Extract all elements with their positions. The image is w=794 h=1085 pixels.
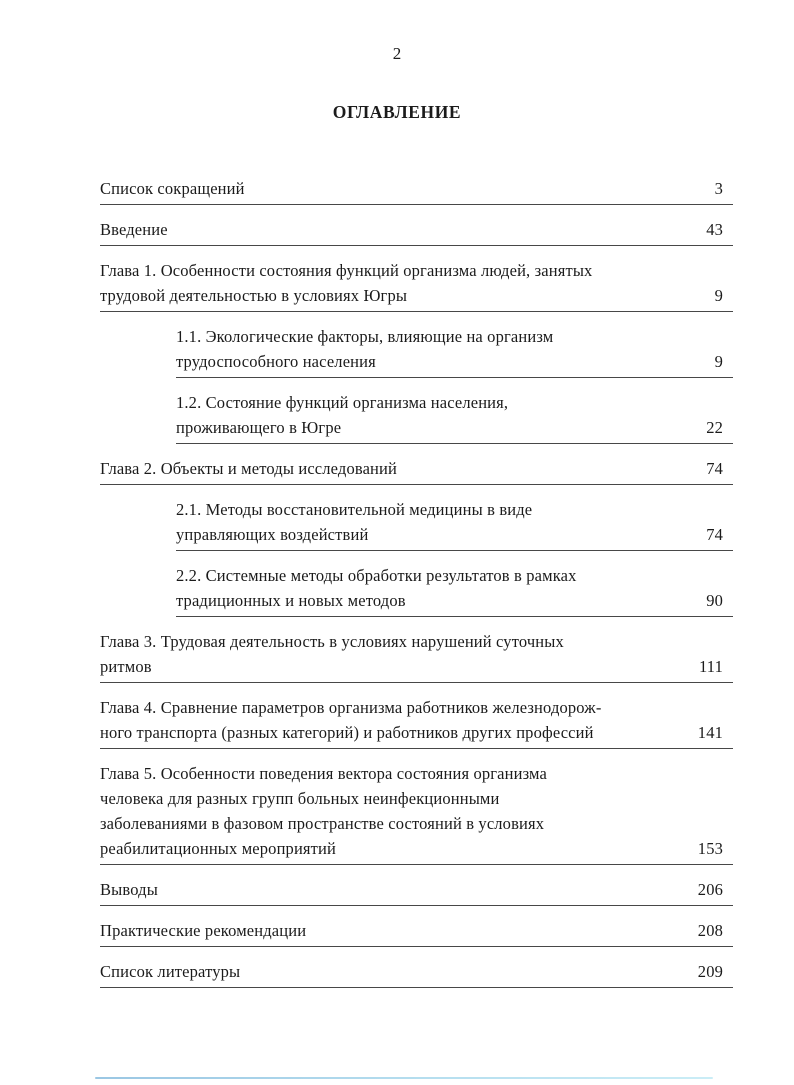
toc-entry-title: Практические рекомендации: [100, 921, 307, 940]
toc-entry-page-number: 3: [714, 179, 723, 198]
toc-entry: Практические рекомендации 208: [100, 918, 733, 947]
toc-entry: Глава 1. Особенности состояния функций о…: [100, 258, 733, 312]
scan-artifact-line: [95, 1077, 713, 1079]
toc-entry-title: 2.2. Системные методы обработки результа…: [176, 566, 577, 610]
toc-entry-title: Глава 3. Трудовая деятельность в условия…: [100, 632, 564, 676]
toc-entry-page-number: 141: [697, 723, 723, 742]
toc-entry: Глава 4. Сравнение параметров организма …: [100, 695, 733, 749]
page-title: ОГЛАВЛЕНИЕ: [332, 102, 462, 122]
toc-entry-title: Глава 4. Сравнение параметров организма …: [100, 698, 602, 742]
toc-entry-title: 1.1. Экологические факторы, влияющие на …: [176, 327, 554, 371]
toc-entry-page-number: 206: [697, 880, 723, 899]
toc-entry: 1.1. Экологические факторы, влияющие на …: [176, 324, 733, 378]
toc-entry: Глава 3. Трудовая деятельность в условия…: [100, 629, 733, 683]
toc-entry-title: Введение: [100, 220, 168, 239]
toc-entry-title: 2.1. Методы восстановительной медицины в…: [176, 500, 533, 544]
toc-entry-page-number: 153: [697, 839, 723, 858]
table-of-contents: Список сокращений 3 Введение 43 Глава 1.…: [100, 176, 733, 1000]
toc-entry-title: Список сокращений: [100, 179, 245, 198]
toc-entry-title: Глава 5. Особенности поведения вектора с…: [100, 764, 547, 858]
toc-entry-title: Список литературы: [100, 962, 241, 981]
toc-entry-page-number: 208: [697, 921, 723, 940]
toc-entry: 2.2. Системные методы обработки результа…: [176, 563, 733, 617]
toc-entry-page-number: 74: [706, 525, 723, 544]
toc-entry: Список литературы 209: [100, 959, 733, 988]
toc-entry-title: Глава 1. Особенности состояния функций о…: [100, 261, 593, 305]
page-number: 2: [392, 44, 402, 63]
toc-entry: Введение 43: [100, 217, 733, 246]
toc-entry-page-number: 209: [697, 962, 723, 981]
toc-entry-page-number: 22: [706, 418, 723, 437]
toc-entry-page-number: 9: [714, 352, 723, 371]
toc-entry-page-number: 9: [714, 286, 723, 305]
toc-entry-page-number: 43: [706, 220, 723, 239]
toc-entry-title: Глава 2. Объекты и методы исследований: [100, 459, 397, 478]
toc-entry-page-number: 74: [706, 459, 723, 478]
toc-entry-page-number: 90: [706, 591, 723, 610]
toc-entry-title: 1.2. Состояние функций организма населен…: [176, 393, 509, 437]
toc-entry: Глава 2. Объекты и методы исследований 7…: [100, 456, 733, 485]
toc-entry-title: Выводы: [100, 880, 158, 899]
toc-entry: 2.1. Методы восстановительной медицины в…: [176, 497, 733, 551]
toc-entry-page-number: 111: [699, 657, 723, 676]
toc-entry: Выводы 206: [100, 877, 733, 906]
toc-entry: Глава 5. Особенности поведения вектора с…: [100, 761, 733, 865]
toc-entry: Список сокращений 3: [100, 176, 733, 205]
toc-entry: 1.2. Состояние функций организма населен…: [176, 390, 733, 444]
